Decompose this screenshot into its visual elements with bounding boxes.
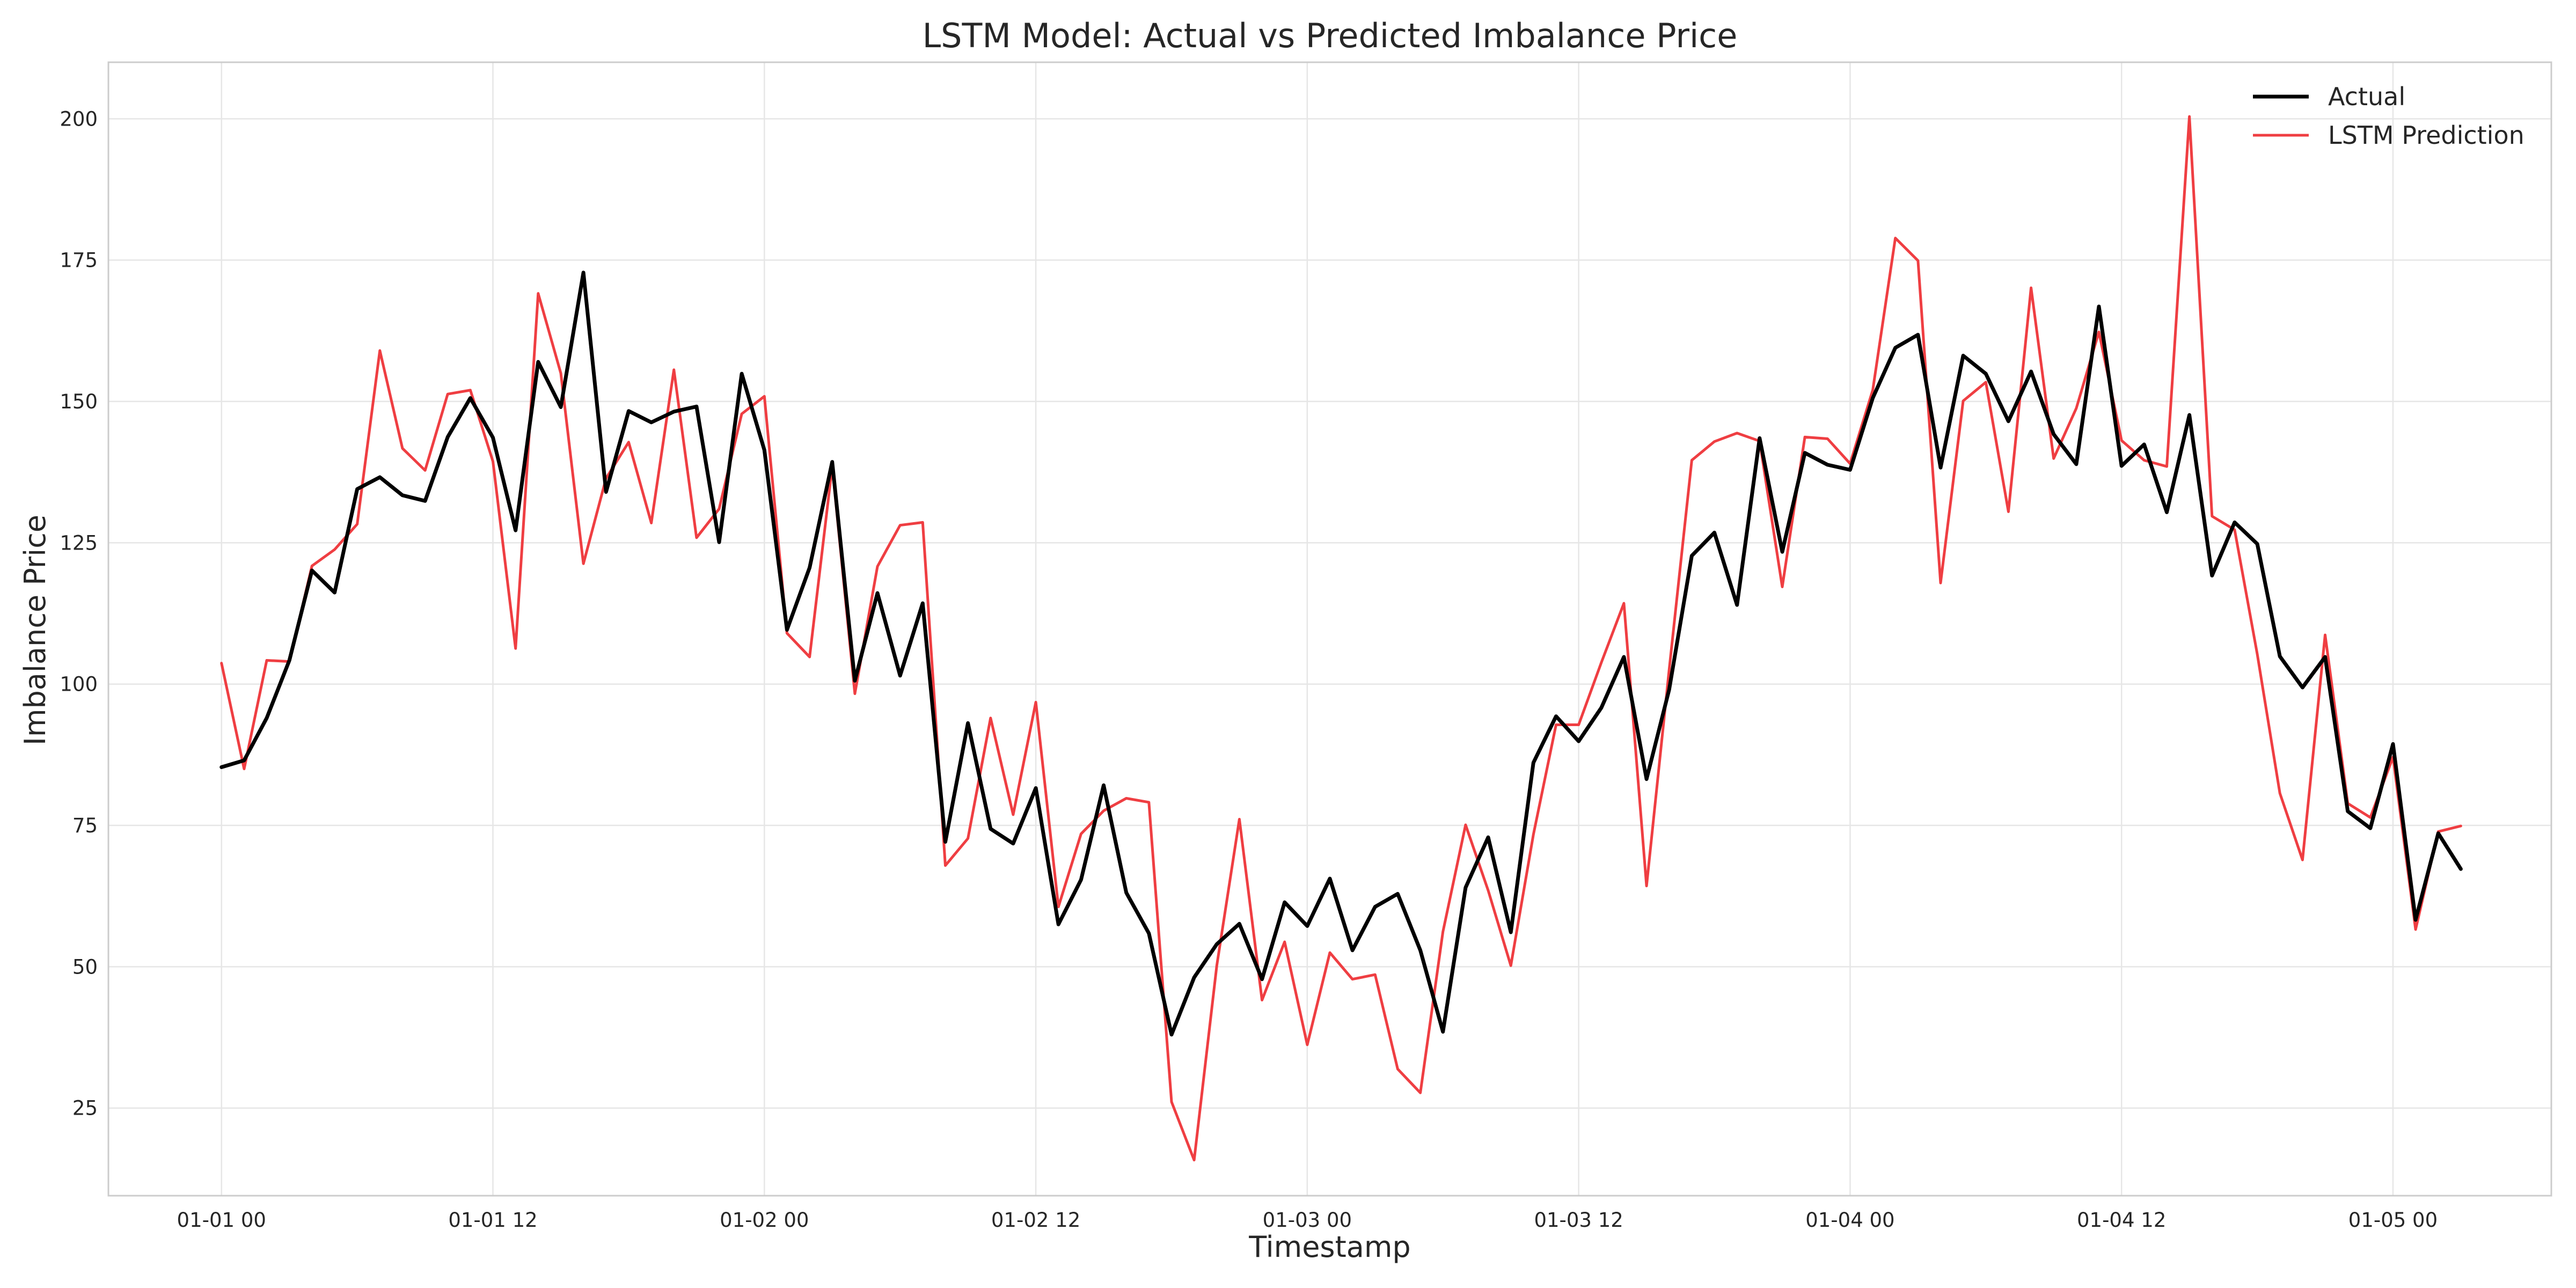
series-group (219, 115, 2463, 1162)
y-tick-label: 150 (60, 390, 98, 413)
y-tick-label: 100 (60, 673, 98, 696)
x-tick-label: 01-02 12 (991, 1209, 1080, 1232)
x-tick-label: 01-04 00 (1805, 1209, 1894, 1232)
grid (108, 62, 2551, 1196)
series-line-actual (219, 270, 2463, 1037)
y-tick-label: 50 (72, 955, 98, 978)
plot-frame (107, 61, 2552, 1197)
x-axis-label: Timestamp (1248, 1230, 1410, 1264)
legend-label: Actual (2328, 82, 2405, 111)
y-tick-label: 75 (72, 814, 98, 837)
x-tick-label: 01-02 00 (720, 1209, 809, 1232)
y-axis-label: Imbalance Price (18, 515, 52, 745)
legend: Actual LSTM Prediction (2253, 82, 2524, 150)
x-tick-label: 01-04 12 (2077, 1209, 2166, 1232)
series-line-lstm-prediction (220, 115, 2462, 1162)
chart-title: LSTM Model: Actual vs Predicted Imbalanc… (923, 16, 1738, 55)
y-tick-label: 25 (72, 1097, 98, 1120)
y-tick-label: 200 (60, 107, 98, 130)
x-tick-label: 01-01 00 (177, 1209, 266, 1232)
x-tick-label: 01-01 12 (448, 1209, 537, 1232)
x-tick-label: 01-05 00 (2348, 1209, 2438, 1232)
x-axis-ticks: 01-01 00 01-01 12 01-02 00 01-02 12 01-03 00… (177, 1209, 2438, 1232)
y-axis-ticks: 25 50 75 100 125 150 175 200 (60, 107, 98, 1119)
x-tick-label: 01-03 12 (1534, 1209, 1623, 1232)
legend-label: LSTM Prediction (2328, 121, 2524, 150)
y-tick-label: 175 (60, 249, 98, 272)
y-tick-label: 125 (60, 531, 98, 554)
x-tick-label: 01-03 00 (1263, 1209, 1352, 1232)
